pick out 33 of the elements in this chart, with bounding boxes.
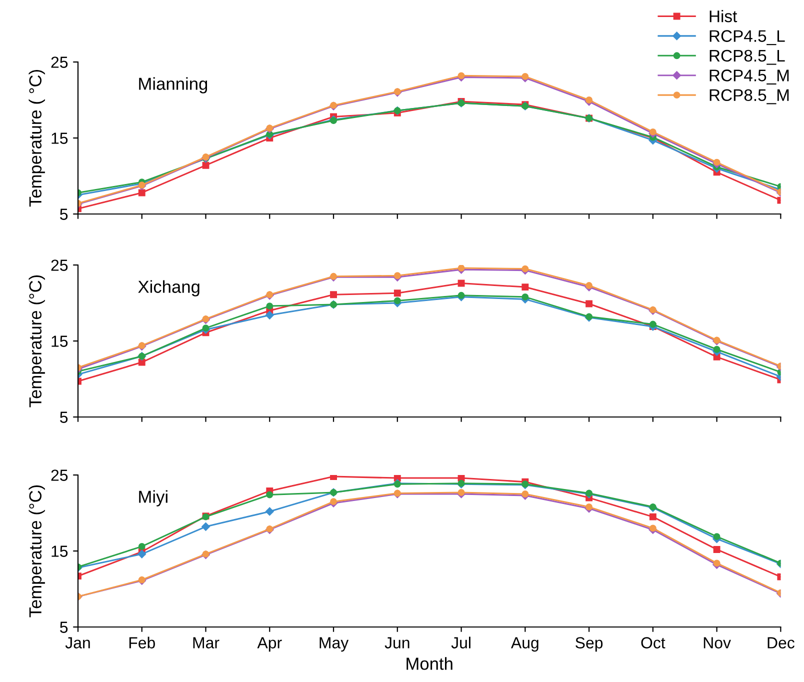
y-tick-label: 15 (52, 132, 68, 144)
legend-label: RCP4.5_L (710, 30, 785, 46)
y-axis-title: Temperature (°C) (28, 275, 45, 408)
x-tick-label: Jan (65, 637, 90, 648)
text: Xichang (138, 280, 200, 296)
x-tick-label: Mar (193, 637, 220, 648)
text: Miyi (139, 490, 168, 506)
legend-label: Hist (710, 10, 738, 22)
legend-label: RCP4.5_M (710, 70, 789, 84)
x-tick-label: Dec (768, 637, 794, 648)
y-tick-label: 25 (51, 260, 68, 271)
x-tick-label: May (320, 637, 349, 652)
y-axis-title: Temperature (°C) (28, 485, 45, 618)
y-tick-label: 15 (52, 546, 68, 557)
x-tick-label: Feb (129, 636, 155, 648)
x-tick-label: Jun (384, 637, 410, 648)
legend-label: RCP8.5_M (710, 89, 789, 104)
y-tick-label: 5 (60, 208, 68, 220)
y-tick-label: 15 (52, 336, 68, 347)
x-tick-label: Sep (576, 637, 603, 652)
y-tick-label: 5 (60, 622, 68, 633)
y-tick-label: 25 (51, 56, 68, 68)
x-tick-label: Oct (641, 637, 666, 648)
x-tick-label: Jul (451, 636, 470, 648)
text: Mianning (139, 77, 208, 94)
y-tick-label: 25 (51, 470, 68, 481)
y-axis-title: Temperature ( °C) (28, 70, 45, 207)
y-tick-label: 5 (60, 412, 68, 423)
x-tick-label: Apr (257, 637, 282, 652)
x-axis-title: Month (406, 657, 452, 670)
legend-label: RCP8.5_L (710, 50, 785, 65)
x-tick-label: Nov (704, 637, 731, 648)
x-tick-label: Aug (510, 637, 538, 652)
